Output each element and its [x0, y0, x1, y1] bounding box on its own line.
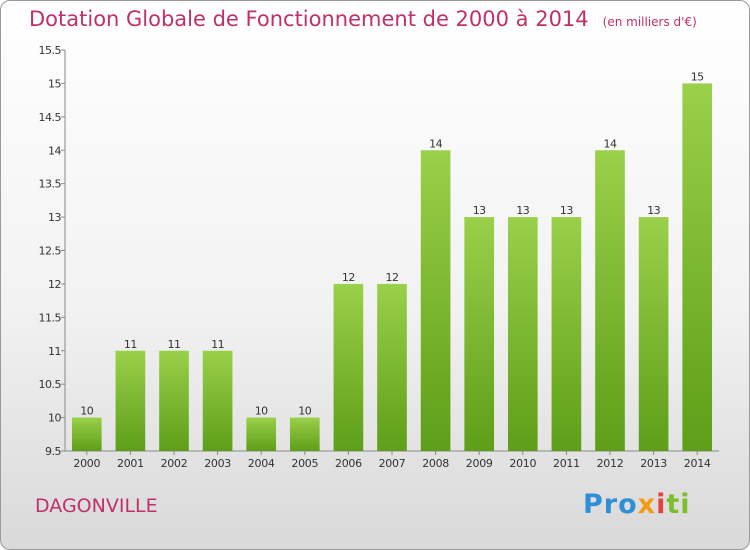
y-tick-label: 13.5: [39, 178, 62, 191]
bar: [682, 83, 713, 452]
bar-value-label: 10: [80, 405, 93, 418]
y-tick-label: 14.5: [39, 111, 62, 124]
bar: [507, 217, 538, 451]
bar: [595, 150, 625, 451]
bar: [638, 217, 669, 451]
bar: [159, 350, 189, 451]
y-tick-label: 13: [48, 211, 61, 224]
bar-value-label: 13: [473, 204, 486, 217]
x-tick-label: 2001: [117, 457, 144, 470]
y-tick-label: 15.5: [39, 44, 62, 57]
bar-value-label: 13: [647, 204, 660, 217]
y-tick-label: 12: [48, 278, 61, 291]
x-tick-label: 2012: [597, 457, 624, 470]
x-tick-label: 2010: [509, 457, 536, 470]
bar-value-label: 10: [255, 405, 268, 418]
x-tick-label: 2013: [640, 457, 667, 470]
x-tick-label: 2005: [291, 457, 318, 470]
x-tick-label: 2014: [684, 457, 711, 470]
x-tick-label: 2003: [204, 457, 231, 470]
bar: [333, 283, 364, 451]
bar-value-label: 11: [211, 338, 224, 351]
chart-title: Dotation Globale de Fonctionnement de 20…: [29, 7, 697, 31]
bar: [289, 417, 320, 451]
bar: [202, 350, 233, 451]
x-tick-label: 2009: [466, 457, 493, 470]
y-tick-label: 12.5: [39, 245, 62, 258]
x-tick-label: 2004: [248, 457, 275, 470]
bar: [246, 417, 277, 451]
x-tick-label: 2000: [73, 457, 100, 470]
x-tick-label: 2008: [422, 457, 449, 470]
chart-title-text: Dotation Globale de Fonctionnement de 20…: [29, 7, 589, 31]
y-tick-label: 11: [48, 345, 61, 358]
y-tick-label: 9.5: [45, 445, 61, 458]
y-tick-label: 14: [48, 144, 61, 157]
commune-name: DAGONVILLE: [35, 495, 158, 517]
bar: [551, 217, 582, 451]
bar: [115, 350, 146, 451]
x-tick-label: 2006: [335, 457, 362, 470]
bar-value-label: 11: [168, 338, 181, 351]
proxiti-logo: Proxiti: [583, 489, 691, 520]
y-tick-label: 11.5: [39, 311, 62, 324]
x-tick-label: 2007: [379, 457, 406, 470]
y-tick-label: 10.5: [39, 378, 62, 391]
bar-value-label: 15: [691, 70, 704, 83]
y-tick-label: 10: [48, 412, 61, 425]
bar: [71, 417, 102, 451]
bar-value-label: 12: [342, 271, 355, 284]
bar: [464, 217, 495, 451]
bar-value-label: 12: [386, 271, 399, 284]
bar: [377, 283, 407, 451]
x-tick-label: 2011: [553, 457, 580, 470]
bar-value-label: 13: [560, 204, 573, 217]
y-tick-label: 15: [48, 77, 61, 90]
bar-value-label: 14: [429, 137, 442, 150]
bar-value-label: 13: [516, 204, 529, 217]
bar-value-label: 14: [604, 137, 617, 150]
bar: [420, 150, 451, 451]
x-tick-label: 2002: [161, 457, 188, 470]
chart-subtitle: (en milliers d'€): [602, 15, 697, 29]
bar-value-label: 11: [124, 338, 137, 351]
bar-value-label: 10: [298, 405, 311, 418]
